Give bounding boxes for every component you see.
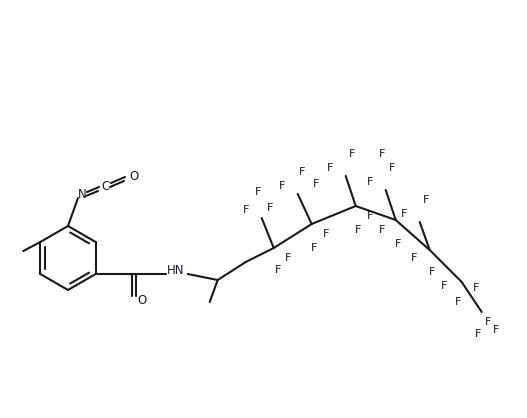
Text: F: F bbox=[401, 209, 407, 219]
Text: F: F bbox=[378, 149, 385, 159]
Text: F: F bbox=[441, 281, 447, 291]
Text: F: F bbox=[285, 253, 291, 263]
Text: O: O bbox=[129, 170, 139, 183]
Text: F: F bbox=[267, 203, 273, 213]
Text: F: F bbox=[378, 225, 385, 235]
Text: F: F bbox=[454, 297, 461, 307]
Text: F: F bbox=[395, 239, 401, 249]
Text: F: F bbox=[411, 253, 417, 263]
Text: F: F bbox=[484, 317, 491, 327]
Text: F: F bbox=[327, 163, 333, 173]
Text: F: F bbox=[275, 265, 281, 275]
Text: F: F bbox=[493, 325, 499, 335]
Text: F: F bbox=[323, 229, 329, 239]
Text: C: C bbox=[102, 181, 110, 194]
Text: O: O bbox=[137, 293, 147, 306]
Text: F: F bbox=[474, 329, 481, 339]
Text: F: F bbox=[388, 163, 395, 173]
Text: F: F bbox=[473, 283, 479, 293]
Text: F: F bbox=[366, 211, 373, 221]
Text: F: F bbox=[279, 181, 285, 191]
Text: F: F bbox=[423, 195, 429, 205]
Text: F: F bbox=[348, 149, 355, 159]
Text: F: F bbox=[298, 167, 305, 177]
Text: F: F bbox=[355, 225, 361, 235]
Text: F: F bbox=[242, 205, 249, 215]
Text: F: F bbox=[428, 267, 435, 277]
Text: F: F bbox=[313, 179, 319, 189]
Text: HN: HN bbox=[167, 263, 184, 276]
Text: F: F bbox=[255, 187, 261, 197]
Text: F: F bbox=[310, 243, 317, 253]
Text: N: N bbox=[77, 189, 86, 201]
Text: F: F bbox=[366, 177, 373, 187]
